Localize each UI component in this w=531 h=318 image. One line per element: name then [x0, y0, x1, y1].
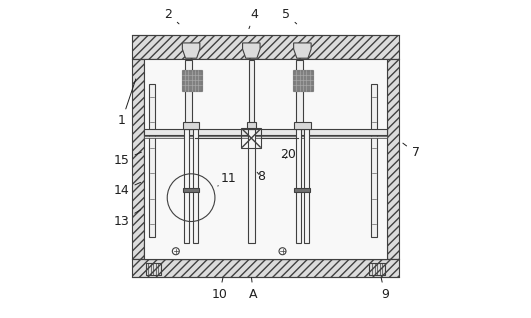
Bar [294, 188, 310, 192]
Text: 11: 11 [218, 172, 237, 186]
Polygon shape [182, 43, 200, 58]
Bar [183, 122, 199, 129]
Bar [294, 122, 311, 129]
Text: 2: 2 [165, 8, 179, 24]
Text: 7: 7 [403, 143, 419, 159]
Bar [145, 263, 161, 275]
Bar [296, 129, 301, 243]
Bar [249, 60, 254, 129]
Text: 4: 4 [249, 8, 258, 29]
Polygon shape [243, 43, 260, 58]
Text: 13: 13 [114, 210, 141, 227]
Bar [185, 60, 192, 129]
Text: 5: 5 [282, 8, 297, 24]
Text: 20: 20 [280, 148, 296, 161]
Bar [248, 129, 255, 243]
Bar [183, 188, 199, 192]
Bar [144, 243, 387, 259]
Bar [144, 129, 387, 135]
Bar [387, 59, 399, 259]
Bar [132, 259, 399, 277]
Bar [371, 84, 377, 237]
Bar [132, 35, 399, 59]
Text: A: A [249, 278, 258, 301]
Bar [242, 128, 261, 148]
Text: 1: 1 [118, 79, 136, 127]
Bar [132, 59, 144, 259]
Bar [144, 59, 387, 259]
Bar [370, 263, 385, 275]
Bar [184, 129, 190, 243]
Text: 15: 15 [114, 152, 141, 167]
Bar [293, 70, 313, 91]
Bar [296, 60, 303, 129]
Bar [247, 122, 256, 129]
Text: 14: 14 [114, 183, 141, 197]
Polygon shape [294, 43, 311, 58]
Bar [304, 129, 309, 243]
Text: 8: 8 [256, 170, 265, 183]
Text: 9: 9 [381, 278, 389, 301]
Bar [144, 135, 387, 137]
Text: 10: 10 [211, 278, 227, 301]
Bar [182, 70, 202, 91]
Bar [193, 129, 198, 243]
Bar [149, 84, 155, 237]
